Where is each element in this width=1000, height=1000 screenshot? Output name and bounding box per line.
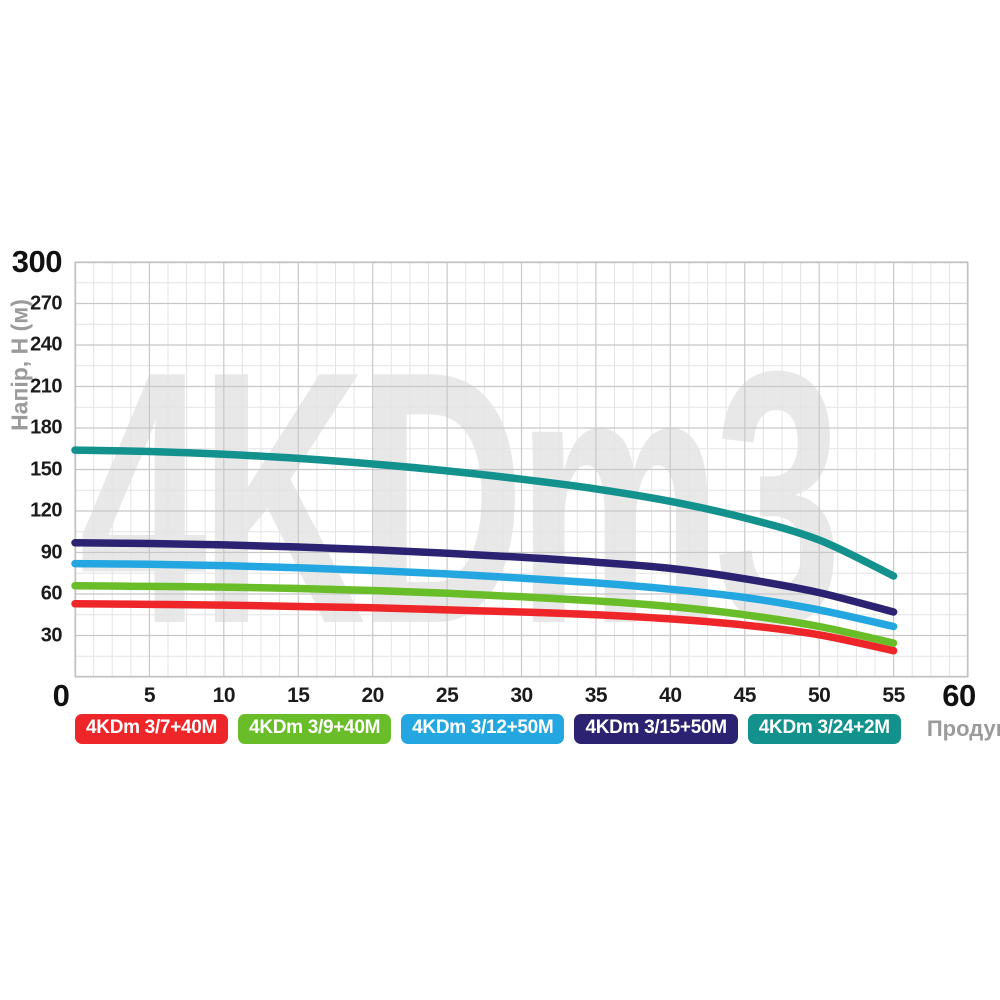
y-tick-90: 90 bbox=[40, 541, 63, 563]
legend-chip-4kdm-3-9-40m: 4KDm 3/9+40M bbox=[238, 714, 392, 744]
y-tick-60: 60 bbox=[40, 582, 63, 605]
legend-chip-4kdm-3-7-40m: 4KDm 3/7+40M bbox=[75, 714, 229, 744]
x-axis-label: Продуктивність, Q (л/хв) bbox=[926, 716, 1000, 741]
y-tick-300: 300 bbox=[11, 244, 63, 279]
chart-area: Напір, H (м) 4KDm3 300 270 240 210 180 150 120… bbox=[0, 244, 1000, 780]
x-tick-35: 35 bbox=[584, 684, 608, 707]
x-tick-40: 40 bbox=[659, 684, 682, 707]
curve-4kdm-3-7-40m bbox=[71, 599, 898, 655]
x-tick-20: 20 bbox=[361, 684, 384, 707]
x-tick-0: 0 bbox=[52, 678, 70, 713]
legend-chip-4kdm-3-24-2m: 4KDm 3/24+2M bbox=[747, 714, 901, 744]
y-tick-210: 210 bbox=[30, 375, 62, 397]
x-tick-60: 60 bbox=[942, 678, 976, 713]
legend: 4KDm 3/7+40M 4KDm 3/9+40M 4KDm 3/12+50M 4KD… bbox=[75, 714, 1000, 744]
x-tick-30: 30 bbox=[510, 684, 533, 707]
x-tick-15: 15 bbox=[287, 684, 310, 707]
curve-4kdm-3-9-40m bbox=[71, 581, 898, 647]
y-tick-240: 240 bbox=[30, 333, 62, 356]
watermark-text: 4KDm3 bbox=[79, 297, 842, 700]
curve-4kdm-3-12-50m bbox=[71, 559, 898, 631]
x-tick-10: 10 bbox=[212, 684, 236, 707]
legend-chip-4kdm-3-15-50m: 4KDm 3/15+50M bbox=[574, 714, 738, 744]
legend-chips: 4KDm 3/7+40M 4KDm 3/9+40M 4KDm 3/12+50M 4KD… bbox=[75, 714, 901, 744]
curves-svg bbox=[71, 261, 969, 678]
y-tick-120: 120 bbox=[30, 499, 62, 522]
x-tick-25: 25 bbox=[435, 684, 459, 707]
curve-4kdm-3-15-50m bbox=[71, 539, 898, 616]
x-tick-45: 45 bbox=[733, 684, 757, 707]
y-tick-30: 30 bbox=[40, 624, 63, 646]
y-tick-180: 180 bbox=[30, 416, 62, 439]
x-tick-5: 5 bbox=[143, 684, 156, 707]
x-tick-55: 55 bbox=[882, 684, 905, 707]
x-tick-50: 50 bbox=[807, 684, 831, 707]
y-tick-270: 270 bbox=[30, 292, 62, 314]
curve-4kdm-3-24-2m bbox=[71, 446, 898, 580]
plot-area: 4KDm3 bbox=[71, 261, 969, 700]
y-axis-label: Напір, H (м) bbox=[6, 299, 33, 431]
legend-chip-4kdm-3-12-50m: 4KDm 3/12+50M bbox=[401, 714, 565, 744]
y-tick-150: 150 bbox=[30, 458, 62, 480]
plot-border bbox=[74, 261, 969, 678]
